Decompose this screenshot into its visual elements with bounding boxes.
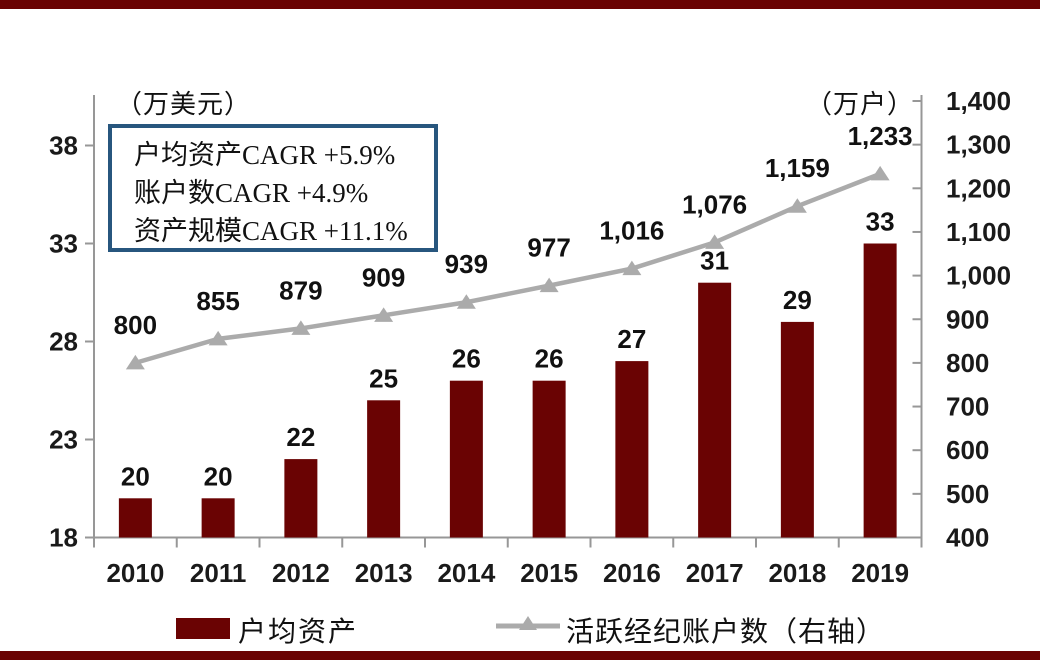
bar-2017 — [698, 282, 732, 538]
triangle-marker-icon — [374, 307, 394, 322]
legend-label-line: 活跃经纪账户数（右轴） — [566, 617, 886, 648]
bar-2013 — [367, 400, 401, 538]
bar-2012 — [284, 459, 318, 538]
triangle-marker-icon — [539, 277, 559, 293]
x-axis-category-label: 2019 — [851, 558, 909, 588]
triangle-marker-icon — [208, 330, 228, 346]
triangle-marker-icon — [870, 165, 890, 181]
line-value-label: 1,159 — [765, 153, 830, 183]
bar-legend-swatch-icon — [176, 618, 230, 639]
bar-2014 — [449, 380, 483, 538]
bar-2010 — [118, 498, 152, 538]
bar-value-label: 31 — [700, 246, 729, 276]
right-axis-tick-label: 400 — [946, 523, 989, 553]
left-axis-tick-label: 38 — [49, 131, 78, 161]
left-axis-tick-label: 33 — [49, 229, 78, 259]
bar-value-label: 26 — [452, 344, 481, 374]
line-value-label: 1,016 — [599, 216, 664, 246]
annotation-line-1: 户均资产CAGR +5.9% — [134, 140, 396, 170]
line-value-label: 800 — [114, 310, 157, 340]
right-axis-tick-label: 700 — [946, 392, 989, 422]
triangle-marker-icon — [622, 260, 642, 276]
bar-2015 — [532, 380, 566, 538]
x-axis-category-label: 2017 — [686, 558, 744, 588]
right-axis-title: （万户） — [806, 90, 915, 119]
right-axis-tick-label: 500 — [946, 479, 989, 509]
line-legend-marker-icon — [496, 616, 560, 630]
annotation-line-3: 资产规模CAGR +11.1% — [134, 216, 408, 246]
bar-value-label: 29 — [783, 285, 812, 315]
triangle-marker-icon — [291, 320, 311, 335]
bar-value-label: 27 — [617, 324, 646, 354]
right-axis-tick-label: 800 — [946, 348, 989, 378]
bar-value-label: 25 — [369, 363, 398, 393]
cagr-annotation-box: 户均资产CAGR +5.9% 账户数CAGR +4.9% 资产规模CAGR +1… — [108, 124, 438, 252]
left-axis-tick-label: 23 — [49, 425, 78, 455]
line-value-label: 1,076 — [682, 189, 747, 219]
triangle-marker-icon — [456, 294, 476, 309]
triangle-marker-icon — [787, 198, 807, 213]
bar-2016 — [615, 361, 649, 538]
line-value-label: 977 — [527, 233, 570, 263]
right-axis-tick-label: 600 — [946, 435, 989, 465]
bar-2019 — [863, 243, 897, 538]
legend: 户均资产 活跃经纪账户数（右轴） — [0, 606, 1040, 648]
bar-value-label: 22 — [286, 422, 315, 452]
line-value-label: 855 — [196, 286, 239, 316]
x-axis-category-label: 2018 — [768, 558, 826, 588]
left-axis-tick-label: 18 — [49, 523, 78, 553]
x-axis-category-label: 2011 — [190, 558, 246, 588]
right-axis-tick-label: 1,000 — [946, 261, 1011, 291]
bar-2018 — [780, 321, 814, 538]
x-axis-category-label: 2014 — [437, 558, 495, 588]
top-border-bar — [0, 0, 1040, 9]
x-axis-category-label: 2010 — [106, 558, 164, 588]
left-axis-title: （万美元） — [116, 90, 252, 119]
right-axis-tick-label: 1,200 — [946, 173, 1011, 203]
right-axis-tick-label: 1,300 — [946, 130, 1011, 160]
right-axis-tick-label: 900 — [946, 304, 989, 334]
bottom-border-bar — [0, 651, 1040, 660]
x-axis-category-label: 2015 — [520, 558, 578, 588]
line-value-label: 909 — [362, 262, 405, 292]
line-value-label: 939 — [445, 249, 488, 279]
bar-value-label: 20 — [121, 461, 150, 491]
annotation-line-2: 账户数CAGR +4.9% — [134, 178, 369, 208]
legend-label-bar: 户均资产 — [238, 617, 359, 648]
bar-value-label: 26 — [535, 344, 564, 374]
right-axis-tick-label: 1,400 — [946, 86, 1011, 116]
line-series — [134, 171, 881, 366]
left-axis-tick-label: 28 — [49, 327, 78, 357]
x-axis-category-label: 2013 — [355, 558, 413, 588]
triangle-marker-icon — [705, 234, 725, 249]
bar-value-label: 33 — [866, 207, 895, 237]
x-axis-category-label: 2012 — [272, 558, 330, 588]
line-value-label: 1,233 — [848, 121, 913, 151]
x-axis-category-label: 2016 — [603, 558, 661, 588]
line-value-label: 879 — [279, 275, 322, 305]
bar-value-label: 20 — [204, 461, 233, 491]
bar-2011 — [201, 498, 235, 538]
triangle-marker-icon — [125, 354, 145, 370]
right-axis-tick-label: 1,100 — [946, 217, 1011, 247]
